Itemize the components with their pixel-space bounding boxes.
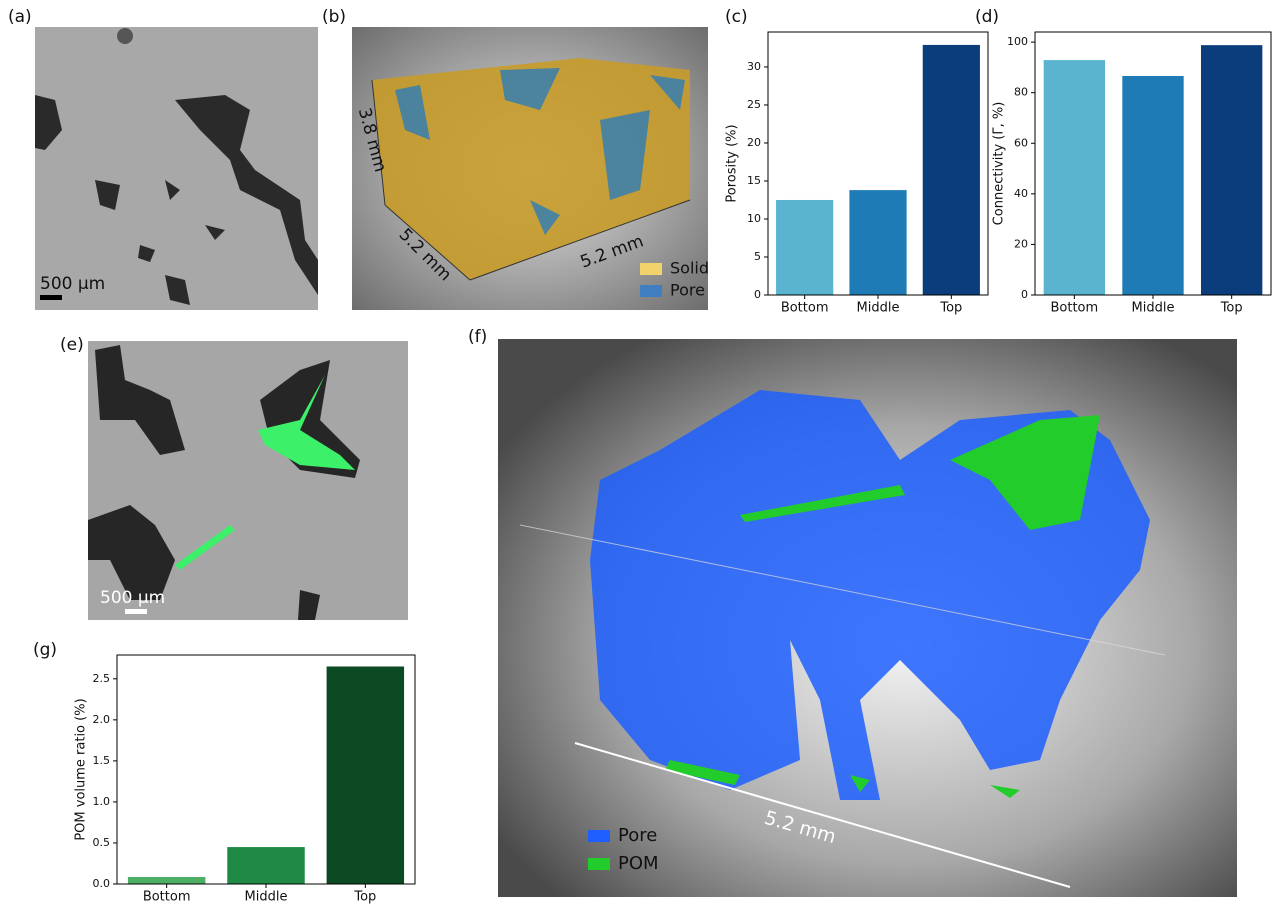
panel-label: (d) [975, 7, 999, 27]
legend-swatch [588, 830, 610, 842]
y-tick-label: 60 [1014, 136, 1028, 149]
y-tick-label: 20 [1014, 237, 1028, 250]
y-tick-label: 1.5 [93, 754, 111, 767]
legend-swatch [588, 858, 610, 870]
bar [849, 190, 906, 295]
bar [327, 666, 404, 884]
bar [227, 847, 304, 884]
legend-swatch [640, 285, 662, 297]
bar [1122, 76, 1183, 295]
bar [923, 45, 980, 295]
panel-label: (g) [33, 640, 57, 660]
y-axis-label: Connectivity (Γ, %) [992, 102, 1007, 226]
y-tick-label: 25 [747, 98, 761, 111]
legend-label: Pore [618, 825, 657, 846]
legend-label: POM [618, 853, 659, 874]
micrograph-a: 500 µm [35, 27, 318, 310]
x-tick-label: Middle [245, 890, 288, 905]
x-tick-label: Middle [1132, 301, 1175, 316]
bar [128, 877, 205, 884]
y-axis-label: POM volume ratio (%) [74, 698, 89, 840]
bar [1201, 45, 1262, 295]
y-tick-label: 0.0 [93, 877, 111, 890]
panel-label: (b) [322, 7, 346, 27]
y-tick-label: 2.0 [93, 713, 111, 726]
y-tick-label: 15 [747, 174, 761, 187]
legend-label: Solid [670, 259, 709, 278]
y-tick-label: 0 [754, 288, 761, 301]
y-tick-label: 100 [1007, 35, 1028, 48]
y-tick-label: 10 [747, 212, 761, 225]
figure: (a) (b) (c) (d) (e) (f) (g) 500 µm 3.8 m… [0, 0, 1272, 905]
y-tick-label: 20 [747, 136, 761, 149]
y-tick-label: 40 [1014, 187, 1028, 200]
micrograph-e: 500 µm [88, 341, 408, 620]
panel-label: (a) [8, 7, 32, 27]
x-tick-label: Top [1220, 301, 1243, 316]
scale-bar-label: 500 µm [40, 274, 105, 294]
x-tick-label: Middle [857, 301, 900, 316]
y-tick-label: 30 [747, 60, 761, 73]
y-tick-label: 2.5 [93, 672, 111, 685]
y-axis-label: Porosity (%) [725, 124, 740, 202]
panel-label: (c) [725, 7, 748, 27]
y-tick-label: 0.5 [93, 836, 111, 849]
panel-label: (f) [468, 327, 487, 347]
x-tick-label: Bottom [1050, 301, 1098, 316]
x-tick-label: Bottom [143, 890, 191, 905]
y-tick-label: 0 [1021, 288, 1028, 301]
x-tick-label: Top [939, 301, 962, 316]
legend-label: Pore [670, 281, 705, 300]
panel-label: (e) [60, 335, 84, 355]
scale-bar-label: 500 µm [100, 588, 165, 608]
y-tick-label: 80 [1014, 86, 1028, 99]
bar [1044, 60, 1105, 295]
x-tick-label: Bottom [781, 301, 829, 316]
x-tick-label: Top [353, 890, 376, 905]
y-tick-label: 5 [754, 250, 761, 263]
legend-swatch [640, 263, 662, 275]
y-tick-label: 1.0 [93, 795, 111, 808]
bar [776, 200, 833, 295]
